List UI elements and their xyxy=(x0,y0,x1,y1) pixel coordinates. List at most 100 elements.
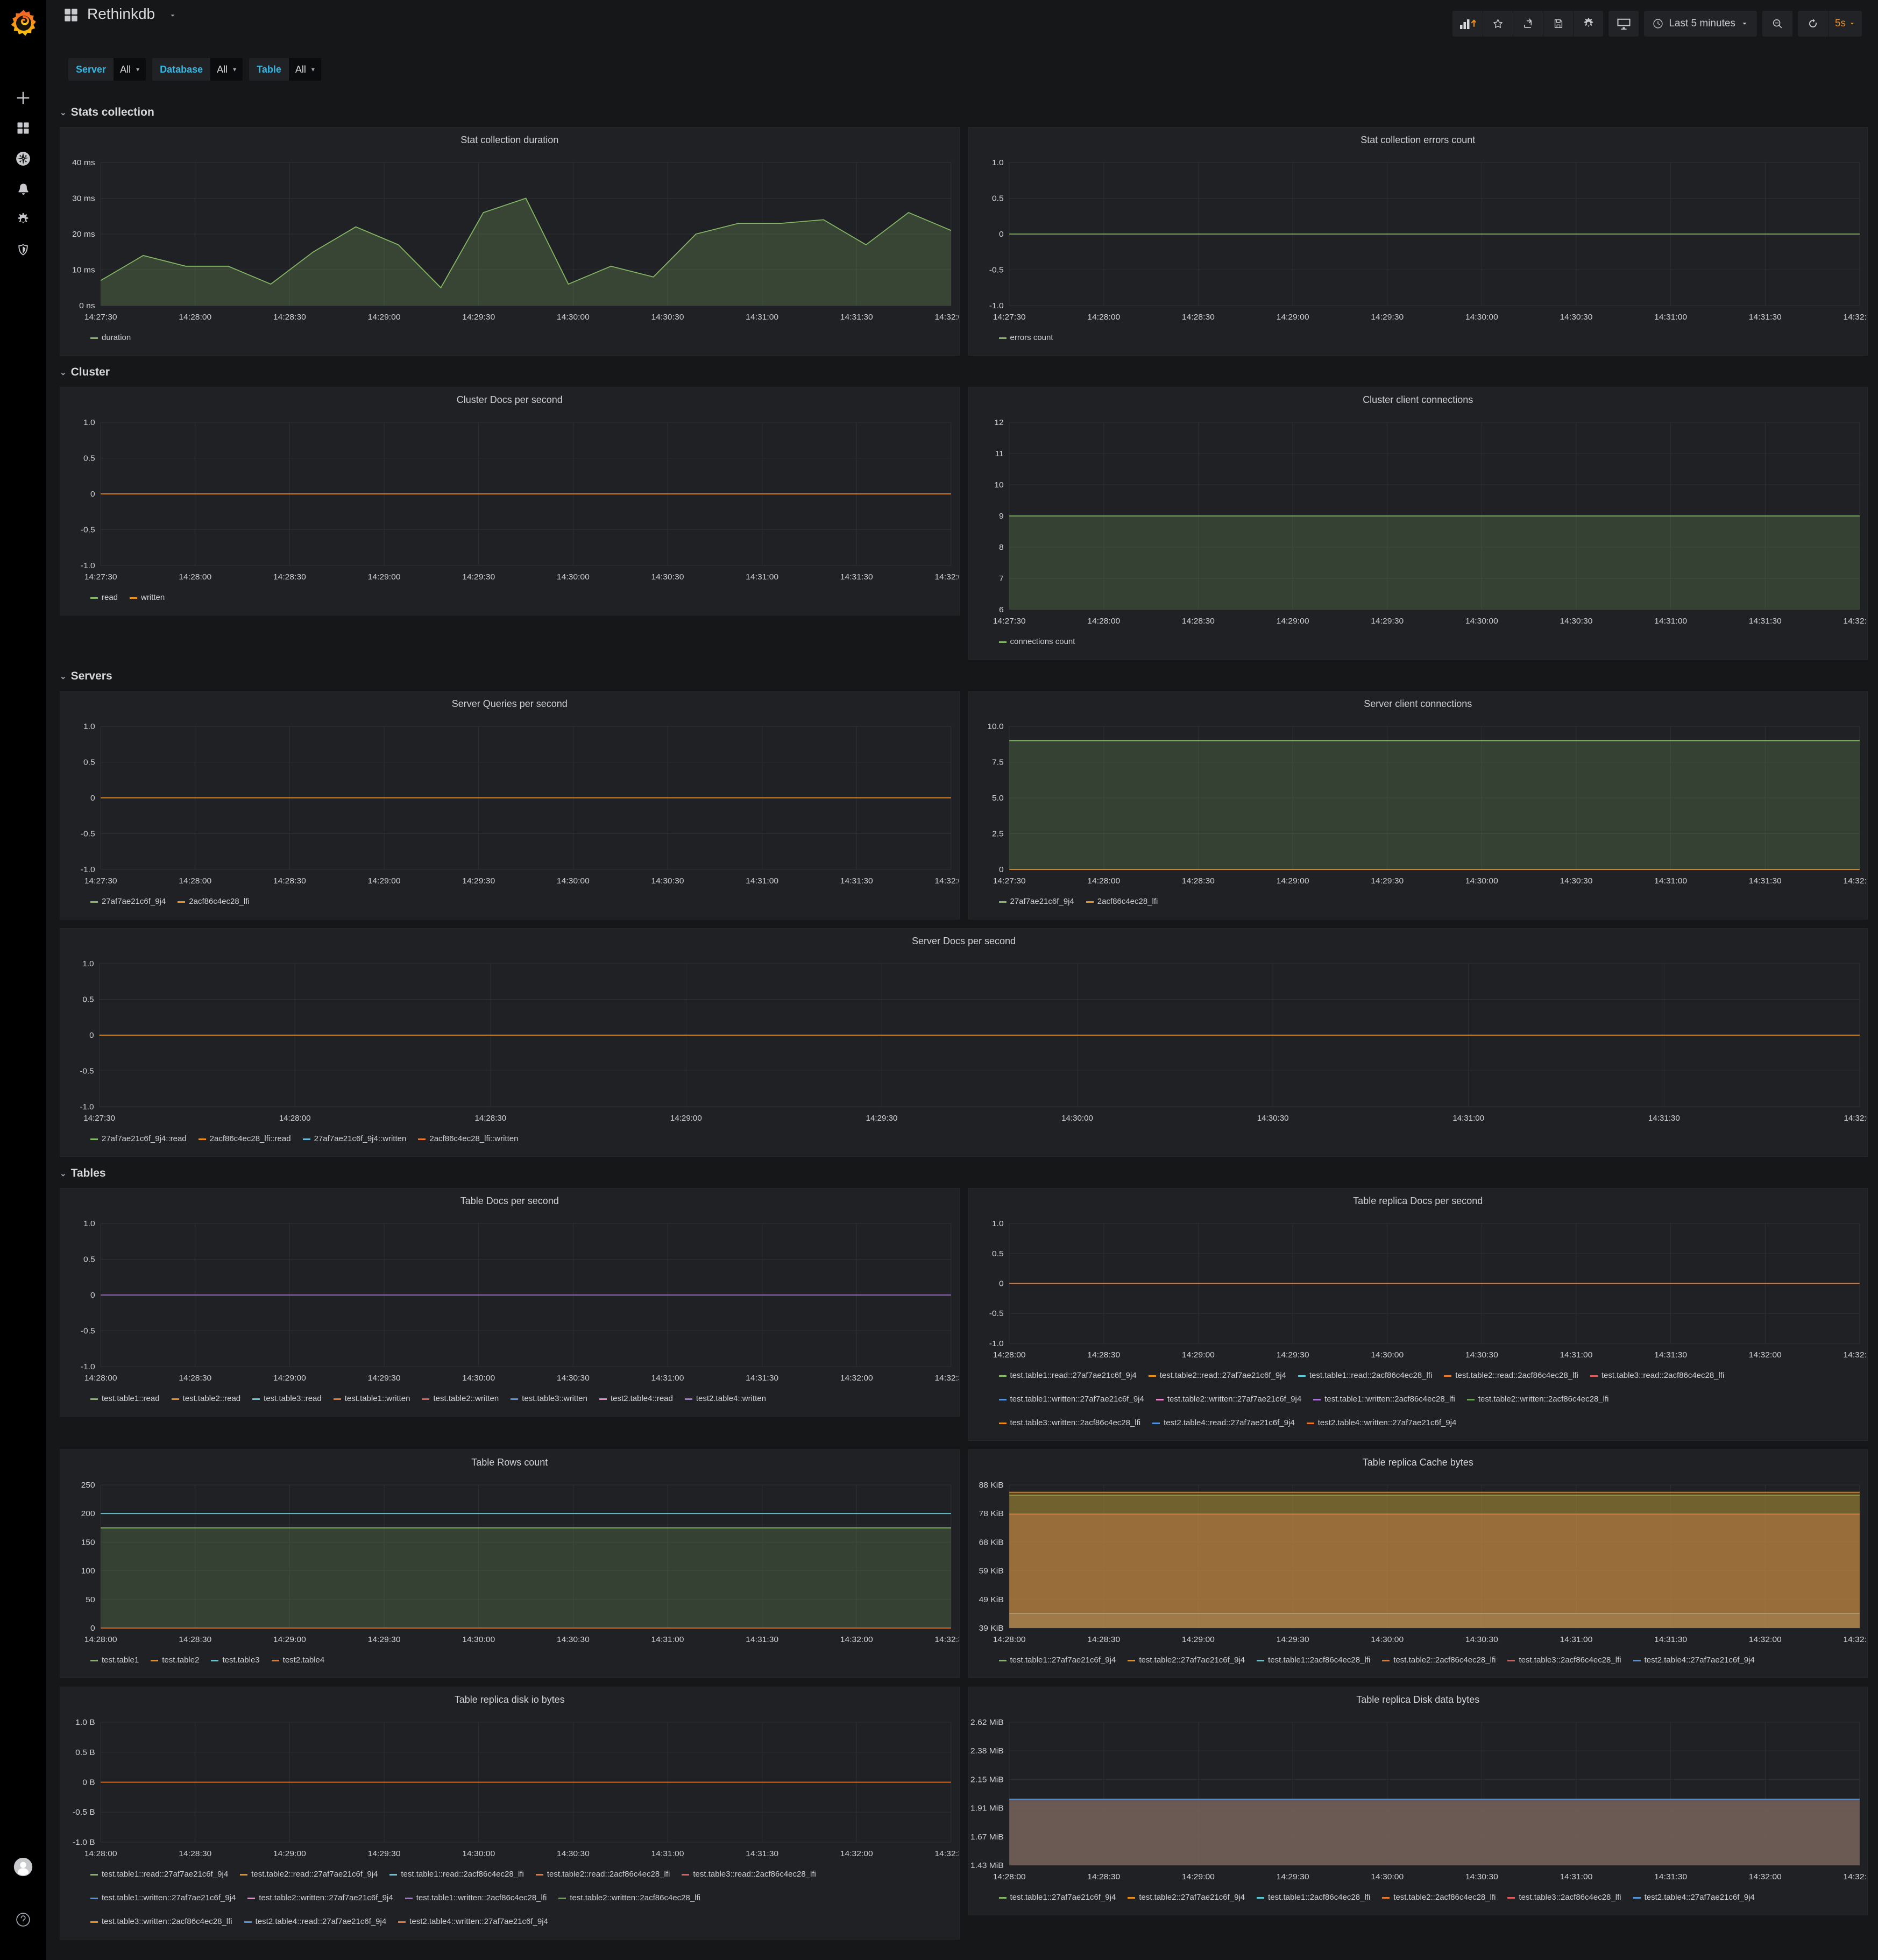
svg-text:14:29:30: 14:29:30 xyxy=(1276,1872,1309,1881)
svg-text:14:28:00: 14:28:00 xyxy=(1087,876,1120,886)
svg-text:-0.5: -0.5 xyxy=(80,1067,94,1076)
svg-text:14:31:00: 14:31:00 xyxy=(651,1374,684,1383)
svg-text:14:30:00: 14:30:00 xyxy=(1371,1635,1404,1644)
svg-text:14:28:00: 14:28:00 xyxy=(1087,313,1120,322)
svg-text:14:32:00: 14:32:00 xyxy=(1843,876,1867,886)
svg-text:14:29:30: 14:29:30 xyxy=(462,876,495,886)
svg-text:0.5 B: 0.5 B xyxy=(75,1748,95,1757)
svg-text:14:31:30: 14:31:30 xyxy=(1748,313,1781,322)
svg-text:14:32:00: 14:32:00 xyxy=(840,1849,873,1858)
svg-text:14:29:00: 14:29:00 xyxy=(368,876,401,886)
svg-text:14:29:00: 14:29:00 xyxy=(1181,1350,1214,1360)
svg-text:0: 0 xyxy=(999,865,1004,874)
svg-text:14:30:30: 14:30:30 xyxy=(1465,1872,1498,1881)
svg-text:50: 50 xyxy=(86,1595,95,1604)
svg-text:10 ms: 10 ms xyxy=(72,266,95,275)
svg-text:14:30:30: 14:30:30 xyxy=(1560,617,1592,626)
svg-text:14:29:00: 14:29:00 xyxy=(368,313,401,322)
svg-text:14:32:00: 14:32:00 xyxy=(934,572,959,582)
svg-text:14:30:00: 14:30:00 xyxy=(462,1635,495,1644)
svg-text:14:29:00: 14:29:00 xyxy=(1181,1872,1214,1881)
svg-text:14:31:00: 14:31:00 xyxy=(746,572,778,582)
svg-text:14:27:30: 14:27:30 xyxy=(84,313,117,322)
svg-text:14:32:30: 14:32:30 xyxy=(1843,1635,1867,1644)
svg-text:14:31:00: 14:31:00 xyxy=(1560,1350,1592,1360)
svg-text:14:28:30: 14:28:30 xyxy=(1087,1872,1120,1881)
svg-text:14:28:00: 14:28:00 xyxy=(84,1374,117,1383)
svg-text:14:32:30: 14:32:30 xyxy=(1843,1872,1867,1881)
svg-text:1.0: 1.0 xyxy=(991,158,1003,167)
svg-text:14:30:00: 14:30:00 xyxy=(1465,313,1498,322)
svg-text:14:32:30: 14:32:30 xyxy=(1843,1350,1867,1360)
svg-text:14:30:00: 14:30:00 xyxy=(1371,1350,1404,1360)
svg-text:14:30:30: 14:30:30 xyxy=(651,572,684,582)
svg-text:2.5: 2.5 xyxy=(991,830,1003,839)
svg-text:0.5: 0.5 xyxy=(991,1249,1003,1258)
svg-text:14:30:00: 14:30:00 xyxy=(1465,876,1498,886)
svg-text:0: 0 xyxy=(90,794,95,803)
svg-text:14:31:30: 14:31:30 xyxy=(1654,1635,1687,1644)
svg-text:14:28:30: 14:28:30 xyxy=(273,313,306,322)
svg-text:14:32:30: 14:32:30 xyxy=(934,1635,959,1644)
svg-text:0 ns: 0 ns xyxy=(79,301,95,310)
svg-text:14:31:30: 14:31:30 xyxy=(746,1374,778,1383)
svg-text:-1.0: -1.0 xyxy=(81,865,95,874)
svg-text:14:30:30: 14:30:30 xyxy=(1465,1635,1498,1644)
svg-text:14:30:00: 14:30:00 xyxy=(462,1374,495,1383)
svg-text:14:30:30: 14:30:30 xyxy=(557,1635,590,1644)
svg-text:14:29:00: 14:29:00 xyxy=(1181,1635,1214,1644)
svg-text:8: 8 xyxy=(999,543,1004,552)
svg-text:2.62 MiB: 2.62 MiB xyxy=(970,1718,1003,1727)
svg-text:14:28:00: 14:28:00 xyxy=(993,1872,1025,1881)
svg-text:1.91 MiB: 1.91 MiB xyxy=(970,1804,1003,1813)
svg-text:0: 0 xyxy=(90,490,95,499)
svg-text:14:27:30: 14:27:30 xyxy=(993,313,1025,322)
svg-text:14:28:00: 14:28:00 xyxy=(179,572,211,582)
svg-text:0.5: 0.5 xyxy=(991,194,1003,203)
svg-text:14:32:00: 14:32:00 xyxy=(934,313,959,322)
svg-text:14:31:00: 14:31:00 xyxy=(1560,1635,1592,1644)
svg-text:1.43 MiB: 1.43 MiB xyxy=(970,1861,1003,1870)
svg-text:14:32:00: 14:32:00 xyxy=(840,1374,873,1383)
svg-text:14:28:00: 14:28:00 xyxy=(279,1114,311,1123)
svg-text:14:30:00: 14:30:00 xyxy=(1465,617,1498,626)
svg-text:14:31:00: 14:31:00 xyxy=(746,876,778,886)
svg-text:14:28:30: 14:28:30 xyxy=(179,1849,211,1858)
svg-text:1.0: 1.0 xyxy=(83,1219,95,1228)
svg-text:14:28:00: 14:28:00 xyxy=(993,1635,1025,1644)
svg-text:14:29:30: 14:29:30 xyxy=(462,572,495,582)
svg-text:14:31:30: 14:31:30 xyxy=(746,1635,778,1644)
svg-text:14:31:30: 14:31:30 xyxy=(1748,876,1781,886)
svg-text:14:28:00: 14:28:00 xyxy=(84,1849,117,1858)
svg-text:20 ms: 20 ms xyxy=(72,230,95,239)
svg-text:14:27:30: 14:27:30 xyxy=(993,876,1025,886)
svg-text:14:30:00: 14:30:00 xyxy=(557,313,590,322)
svg-text:14:30:00: 14:30:00 xyxy=(557,876,590,886)
svg-text:14:28:00: 14:28:00 xyxy=(84,1635,117,1644)
svg-text:14:30:00: 14:30:00 xyxy=(1061,1114,1093,1123)
svg-text:14:31:30: 14:31:30 xyxy=(746,1849,778,1858)
svg-text:14:31:00: 14:31:00 xyxy=(1560,1872,1592,1881)
svg-text:14:32:00: 14:32:00 xyxy=(1748,1350,1781,1360)
svg-text:14:29:30: 14:29:30 xyxy=(1276,1635,1309,1644)
svg-text:14:31:00: 14:31:00 xyxy=(746,313,778,322)
svg-text:49 KiB: 49 KiB xyxy=(979,1595,1003,1604)
svg-text:0.5: 0.5 xyxy=(83,758,95,767)
svg-text:2.15 MiB: 2.15 MiB xyxy=(970,1775,1003,1785)
svg-text:14:31:30: 14:31:30 xyxy=(1654,1350,1687,1360)
svg-text:14:27:30: 14:27:30 xyxy=(84,572,117,582)
svg-text:14:28:30: 14:28:30 xyxy=(1181,313,1214,322)
svg-text:14:32:30: 14:32:30 xyxy=(934,1374,959,1383)
svg-text:14:32:00: 14:32:00 xyxy=(1843,313,1867,322)
svg-text:14:29:30: 14:29:30 xyxy=(368,1635,401,1644)
svg-text:14:29:30: 14:29:30 xyxy=(1371,876,1404,886)
svg-text:-0.5: -0.5 xyxy=(989,1309,1003,1318)
svg-text:14:31:30: 14:31:30 xyxy=(1748,617,1781,626)
svg-text:-1.0: -1.0 xyxy=(81,1362,95,1371)
svg-text:0 B: 0 B xyxy=(82,1778,95,1787)
svg-text:10: 10 xyxy=(994,480,1003,490)
svg-text:14:29:00: 14:29:00 xyxy=(368,572,401,582)
svg-text:14:31:30: 14:31:30 xyxy=(1654,1872,1687,1881)
svg-text:14:27:30: 14:27:30 xyxy=(84,876,117,886)
svg-text:14:31:00: 14:31:00 xyxy=(1654,876,1687,886)
